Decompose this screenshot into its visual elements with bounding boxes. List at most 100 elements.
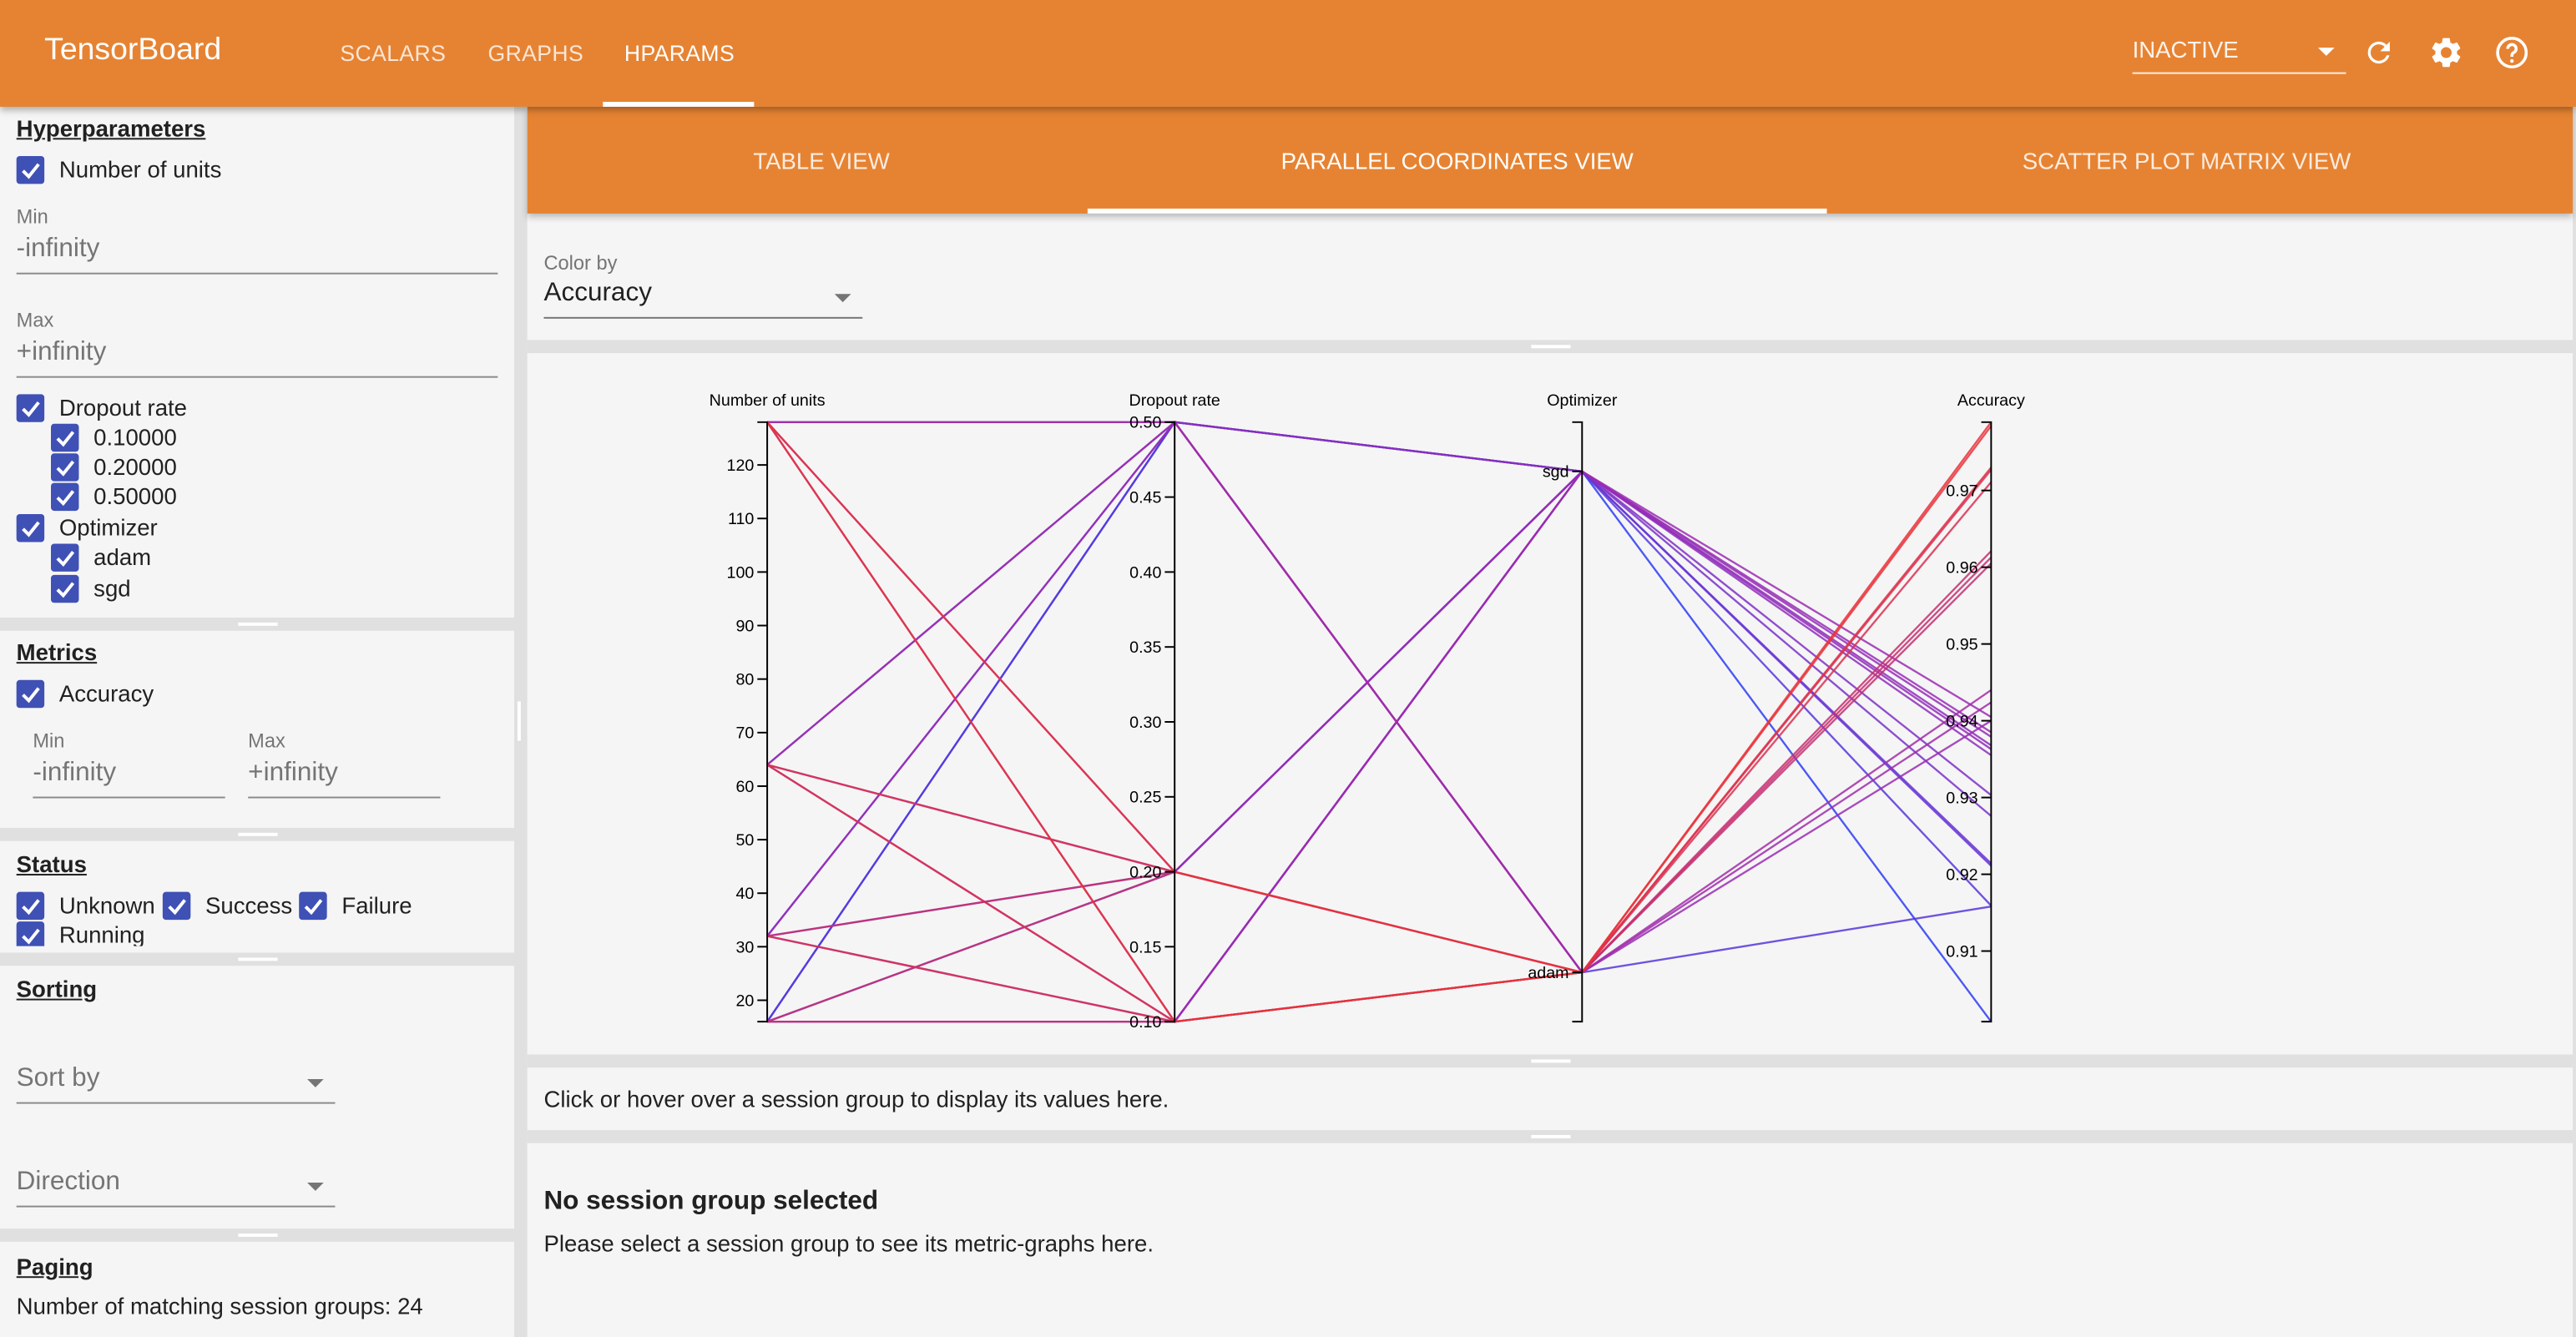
tick-label: 0.40: [1129, 563, 1161, 582]
session-group-line[interactable]: [766, 563, 1993, 1023]
parallel-coordinates-chart[interactable]: Number of units 20 30 40 50 60 70 80 90 100 110 120…: [528, 353, 2573, 1054]
run-selector-dropdown[interactable]: INACTIVE: [2132, 36, 2346, 74]
checkbox-label: Running: [58, 921, 145, 946]
session-group-line[interactable]: [766, 421, 1992, 874]
axis-accuracy: Accuracy 0.91 0.92 0.93 0.94 0.95 0.96 0.97: [1946, 391, 2025, 1023]
checkbox-accuracy[interactable]: Accuracy: [16, 679, 154, 708]
checkbox-label: Optimizer: [58, 514, 158, 542]
resize-handle[interactable]: [0, 1229, 515, 1242]
session-group-line[interactable]: [766, 421, 1993, 867]
session-group-line[interactable]: [766, 469, 1993, 974]
axis-line: [757, 421, 769, 1023]
checkbox-checked-icon: [51, 452, 79, 482]
checkbox-checked-icon: [16, 921, 45, 946]
tab-scatter-plot-matrix-view[interactable]: SCATTER PLOT MATRIX VIEW: [2022, 148, 2351, 174]
tick-label: 0.91: [1946, 942, 1977, 961]
tick-label: 0.92: [1946, 865, 1977, 884]
app-title: TensorBoard: [44, 33, 222, 68]
session-group-line[interactable]: [766, 420, 1992, 1022]
checkbox-status-success[interactable]: Success: [162, 890, 293, 920]
axis-number-of-units: Number of units 20 30 40 50 60 70 80 90 100 110 120: [710, 391, 826, 1023]
tick-label: 60: [735, 778, 754, 796]
resize-handle[interactable]: [0, 827, 515, 841]
metrics-heading: Metrics: [16, 638, 98, 666]
resize-handle[interactable]: [527, 1130, 2573, 1143]
session-group-line[interactable]: [767, 421, 1993, 974]
accuracy-max-input[interactable]: +infinity: [248, 759, 441, 799]
resize-handle[interactable]: [0, 952, 515, 966]
tick-label: 70: [735, 724, 754, 743]
refresh-icon[interactable]: [2362, 36, 2395, 68]
checkbox-label: 0.50000: [93, 483, 177, 510]
checkbox-checked-icon: [16, 679, 45, 708]
status-overflow-clip: Running: [0, 918, 514, 946]
dropdown-caret-icon: [2318, 48, 2335, 56]
parallel-coordinates-panel: Number of units 20 30 40 50 60 70 80 90 100 110 120…: [527, 353, 2573, 1055]
session-group-line[interactable]: [766, 421, 1992, 1024]
tick-label: 80: [735, 671, 754, 689]
checkbox-optimizer[interactable]: Optimizer: [16, 512, 158, 542]
checkbox-checked-icon: [51, 574, 79, 603]
checkbox-optimizer-adam[interactable]: adam: [51, 542, 151, 572]
tab-parallel-coordinates-view[interactable]: PARALLEL COORDINATES VIEW: [1280, 148, 1634, 174]
tick-label: 50: [735, 831, 754, 850]
tick-label: 0.50: [1129, 414, 1161, 432]
tick-label: sgd: [1543, 463, 1569, 482]
color-by-panel: Color by Accuracy: [527, 213, 2573, 341]
checkbox-label: Dropout rate: [58, 394, 188, 421]
tick-label: 0.20: [1129, 863, 1161, 881]
no-selection-title: No session group selected: [543, 1187, 879, 1216]
checkbox-status-unknown[interactable]: Unknown: [16, 890, 155, 920]
matching-session-groups-count: Number of matching session groups: 24: [16, 1292, 423, 1319]
settings-gear-icon[interactable]: [2428, 34, 2464, 70]
checkbox-status-running[interactable]: Running: [16, 920, 145, 946]
resize-handle[interactable]: [527, 1054, 2573, 1068]
checkbox-dropout-rate[interactable]: Dropout rate: [16, 392, 188, 422]
units-min-input[interactable]: -infinity: [16, 235, 498, 275]
checkbox-optimizer-sgd[interactable]: sgd: [51, 573, 131, 603]
session-group-line[interactable]: [766, 421, 1993, 937]
color-by-dropdown[interactable]: Accuracy: [543, 280, 863, 319]
direction-placeholder: Direction: [16, 1168, 120, 1196]
units-max-input[interactable]: +infinity: [16, 338, 498, 378]
checkbox-label: Failure: [341, 892, 412, 919]
session-group-line[interactable]: [766, 421, 1993, 974]
units-min-label: Min: [16, 205, 48, 229]
checkbox-number-of-units[interactable]: Number of units: [16, 154, 222, 184]
axis-title: Accuracy: [1957, 391, 2025, 410]
accuracy-min-input[interactable]: -infinity: [33, 759, 225, 799]
tick-label: 0.25: [1129, 789, 1161, 807]
tick-label: adam: [1528, 964, 1568, 982]
resize-handle[interactable]: [527, 340, 2573, 354]
direction-dropdown[interactable]: Direction: [16, 1168, 336, 1208]
sort-by-dropdown[interactable]: Sort by: [16, 1064, 336, 1104]
help-icon[interactable]: [2494, 34, 2530, 70]
accuracy-max-label: Max: [248, 729, 285, 753]
session-group-line[interactable]: [766, 421, 1993, 1022]
tab-graphs[interactable]: GRAPHS: [487, 41, 584, 66]
checkbox-dropout-0.5[interactable]: 0.50000: [51, 482, 177, 511]
checkbox-checked-icon: [299, 891, 327, 920]
axis-line: [1572, 421, 1583, 1023]
tab-table-view[interactable]: TABLE VIEW: [753, 148, 890, 174]
hparams-view-tabs: TABLE VIEW PARALLEL COORDINATES VIEW SCA…: [527, 106, 2573, 214]
checkbox-checked-icon: [51, 543, 79, 572]
checkbox-label: Accuracy: [58, 680, 154, 707]
checkbox-label: 0.20000: [93, 453, 177, 481]
checkbox-status-failure[interactable]: Failure: [299, 890, 412, 920]
session-group-line[interactable]: [766, 421, 1993, 1023]
checkbox-label: Unknown: [58, 892, 155, 919]
tick-label: 0.96: [1946, 559, 1977, 578]
checkbox-checked-icon: [16, 393, 45, 422]
checkbox-dropout-0.2[interactable]: 0.20000: [51, 452, 177, 482]
tab-hparams[interactable]: HPARAMS: [624, 41, 735, 66]
sidebar-splitter[interactable]: [514, 106, 528, 1337]
checkbox-label: Success: [205, 892, 293, 919]
resize-handle[interactable]: [0, 618, 515, 631]
accuracy-min-label: Min: [33, 729, 65, 753]
checkbox-dropout-0.1[interactable]: 0.10000: [51, 422, 177, 452]
tick-label: 0.30: [1129, 714, 1161, 732]
checkbox-checked-icon: [16, 155, 45, 184]
tab-scalars[interactable]: SCALARS: [340, 41, 447, 66]
